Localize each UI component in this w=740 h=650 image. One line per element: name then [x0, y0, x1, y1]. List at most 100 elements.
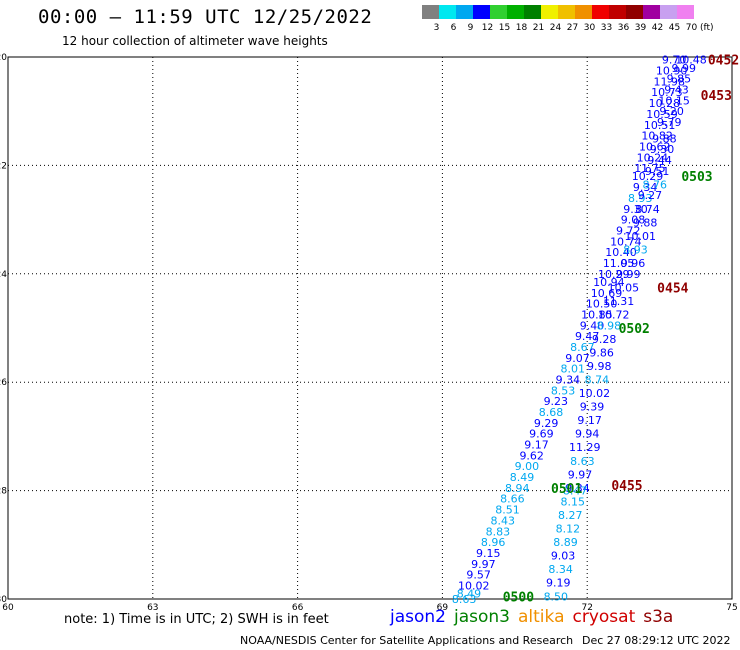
- data-point-label: 9.88: [633, 216, 658, 229]
- pass-time-label: 0454: [657, 281, 688, 296]
- data-point-label: 8.01: [560, 363, 585, 376]
- data-point-label: 10.90: [656, 65, 688, 78]
- data-point-label: 8.15: [560, 495, 585, 508]
- legend-label: 12: [482, 23, 493, 33]
- satellite-jason3-label: jason3: [454, 607, 510, 627]
- data-point-label: 10.28: [649, 97, 681, 110]
- data-point-label: 9.97: [568, 468, 593, 481]
- legend-swatch: [558, 5, 575, 19]
- data-point-label: 9.98: [587, 360, 612, 373]
- data-point-label: 9.23: [544, 395, 569, 408]
- x-tick-label: 69: [437, 603, 449, 613]
- data-point-label: 8.49: [457, 588, 482, 601]
- data-point-label: 10.15: [658, 94, 690, 107]
- data-point-label: 9.27: [638, 189, 663, 202]
- x-tick-label: 72: [581, 603, 592, 613]
- data-point-label: 11.05: [603, 257, 635, 270]
- pass-time-label: 0502: [619, 322, 650, 337]
- data-point-label: 8.49: [510, 471, 535, 484]
- data-point-label: 9.17: [524, 439, 549, 452]
- legend-swatch: [541, 5, 558, 19]
- data-point-label: 9.99: [616, 268, 641, 281]
- data-point-label: 9.97: [471, 558, 496, 571]
- data-point-label: 10.73: [651, 86, 683, 99]
- legend-label: 30: [584, 23, 596, 33]
- legend-swatch: [490, 5, 507, 19]
- data-point-label: 10.29: [632, 170, 664, 183]
- data-point-label: 10.01: [625, 230, 657, 243]
- legend-swatch: [643, 5, 660, 19]
- legend-label: 27: [567, 23, 578, 33]
- legend-unit: (ft): [700, 23, 714, 33]
- data-point-label: 8.43: [490, 514, 515, 527]
- data-point-label: 9.69: [529, 428, 554, 441]
- data-point-label: 8.47: [563, 485, 588, 498]
- pass-time-label: 0503: [681, 170, 712, 185]
- satellite-s3a-label: s3a: [643, 607, 674, 627]
- data-point-label: 8.89: [553, 536, 578, 549]
- satellite-cryosat-label: cryosat: [572, 607, 636, 627]
- data-point-label: 10.50: [586, 298, 618, 311]
- legend-swatch: [524, 5, 541, 19]
- data-point-label: 9.07: [565, 352, 590, 365]
- legend-label: 39: [635, 23, 647, 33]
- data-point-label: 9.08: [621, 214, 646, 227]
- legend-label: 36: [618, 23, 630, 33]
- data-point-label: 9.88: [652, 132, 677, 145]
- data-point-label: 10.02: [579, 387, 611, 400]
- data-point-label: 9.03: [551, 550, 576, 563]
- legend-swatch: [677, 5, 694, 19]
- y-tick-label: -26: [0, 378, 7, 388]
- data-point-label: 8.63: [452, 593, 477, 606]
- data-point-label: 9.51: [645, 165, 670, 178]
- data-point-label: 8.68: [539, 406, 564, 419]
- data-point-label: 9.40: [580, 319, 605, 332]
- chart-subtitle: 12 hour collection of altimeter wave hei…: [62, 34, 328, 48]
- data-point-label: 9.34: [556, 373, 581, 386]
- data-point-label: 8.74: [635, 203, 660, 216]
- data-point-label: 9.85: [667, 73, 692, 86]
- data-point-label: 9.34: [633, 181, 658, 194]
- pass-time-label: 0501: [551, 482, 582, 497]
- plot-frame: [7, 56, 733, 600]
- data-point-label: 9.57: [466, 569, 491, 582]
- data-point-label: 10.62: [639, 140, 671, 153]
- data-point-label: 9.72: [616, 224, 641, 237]
- data-point-label: 10.05: [608, 281, 640, 294]
- chart-title: 00:00 — 11:59 UTC 12/25/2022: [38, 6, 373, 28]
- data-point-label: 9.30: [650, 143, 675, 156]
- data-point-label: 10.02: [458, 579, 490, 592]
- data-point-label: 8.98: [597, 319, 622, 332]
- data-point-label: 9.44: [647, 154, 672, 167]
- satellite-altika-label: altika: [518, 607, 565, 627]
- data-point-label: 8.66: [500, 493, 525, 506]
- satellite-jason2-label: jason2: [390, 607, 446, 627]
- footer-timestamp: Dec 27 08:29:12 UTC 2022: [582, 634, 731, 647]
- y-tick-label: -28: [0, 487, 7, 497]
- data-point-label: 10.69: [591, 287, 623, 300]
- data-point-label: 9.47: [575, 330, 600, 343]
- data-point-label: 10.59: [646, 108, 678, 121]
- data-point-label: 10.40: [605, 246, 637, 259]
- data-point-label: 9.86: [589, 346, 614, 359]
- data-point-label: 9.17: [577, 414, 602, 427]
- data-point-label: 11.75: [634, 162, 666, 175]
- legend-swatch: [507, 5, 524, 19]
- pass-time-label: 0453: [701, 89, 732, 104]
- legend-swatch: [626, 5, 643, 19]
- legend-swatch: [422, 5, 439, 19]
- pass-time-label: 0452: [708, 54, 739, 69]
- data-point-label: 8.27: [558, 509, 583, 522]
- data-point-label: 10.94: [593, 276, 625, 289]
- data-point-label: 10.74: [610, 235, 642, 248]
- data-point-label: 9.19: [546, 577, 571, 590]
- data-point-label: 11.31: [603, 295, 635, 308]
- legend-swatch: [592, 5, 609, 19]
- data-point-label: 8.12: [556, 523, 581, 536]
- x-tick-label: 63: [147, 603, 158, 613]
- data-point-label: 9.79: [657, 116, 682, 129]
- data-point-label: 9.28: [592, 333, 617, 346]
- x-tick-label: 75: [726, 603, 737, 613]
- data-point-label: 9.43: [664, 84, 689, 97]
